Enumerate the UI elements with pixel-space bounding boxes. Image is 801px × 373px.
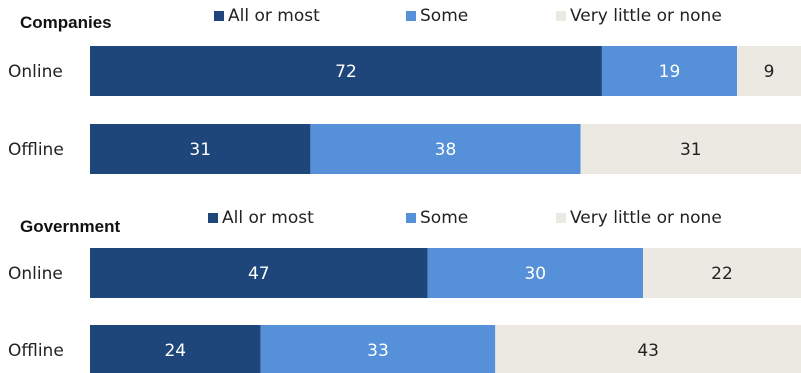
government-title: Government xyxy=(20,217,120,236)
companies-online-bar-2 xyxy=(601,46,738,96)
government-offline-value-1: 24 xyxy=(164,341,186,361)
government-offline-value-2: 33 xyxy=(367,341,389,361)
government-legend-label-2: Some xyxy=(420,208,468,228)
government-online-value-1: 47 xyxy=(248,264,270,284)
government-online-bar-3 xyxy=(643,248,801,298)
government-online-value-3: 22 xyxy=(711,264,733,284)
companies-panel: Companies All or most Some Very little or n… xyxy=(8,6,801,174)
companies-legend-swatch-3 xyxy=(556,11,566,21)
government-offline-value-3: 43 xyxy=(637,341,659,361)
government-legend-label-1: All or most xyxy=(222,208,314,228)
companies-offline-value-1: 31 xyxy=(189,140,211,160)
companies-legend-label-2: Some xyxy=(420,6,468,26)
companies-offline-bar-3 xyxy=(580,124,801,174)
companies-offline-value-2: 38 xyxy=(435,140,457,160)
government-offline-bar-1 xyxy=(90,325,261,373)
government-offline-bar-2 xyxy=(260,325,496,373)
government-panel: Government All or most Some Very little or … xyxy=(8,208,801,373)
companies-online-value-1: 72 xyxy=(335,62,357,82)
government-legend-swatch-3 xyxy=(556,213,566,223)
companies-online-value-2: 19 xyxy=(659,62,681,82)
companies-legend-label-1: All or most xyxy=(228,6,320,26)
companies-legend-swatch-1 xyxy=(214,11,224,21)
companies-category-label-offline: Offline xyxy=(8,140,64,160)
government-offline-bar-3 xyxy=(495,325,801,373)
government-online-bar-2 xyxy=(427,248,643,298)
government-legend-swatch-1 xyxy=(208,213,218,223)
government-online-value-2: 30 xyxy=(524,264,546,284)
companies-online-value-3: 9 xyxy=(764,62,775,82)
companies-offline-value-3: 31 xyxy=(680,140,702,160)
companies-legend-swatch-2 xyxy=(406,11,416,21)
companies-online-bar-1 xyxy=(90,46,602,96)
companies-legend-label-3: Very little or none xyxy=(570,6,722,26)
government-category-label-online: Online xyxy=(8,264,63,284)
government-category-label-offline: Offline xyxy=(8,341,64,361)
government-online-bar-1 xyxy=(90,248,428,298)
companies-offline-bar-2 xyxy=(310,124,581,174)
companies-title: Companies xyxy=(20,13,112,32)
companies-online-bar-3 xyxy=(737,46,801,96)
companies-offline-bar-1 xyxy=(90,124,311,174)
companies-category-label-online: Online xyxy=(8,62,63,82)
government-legend-swatch-2 xyxy=(406,213,416,223)
government-legend-label-3: Very little or none xyxy=(570,208,722,228)
